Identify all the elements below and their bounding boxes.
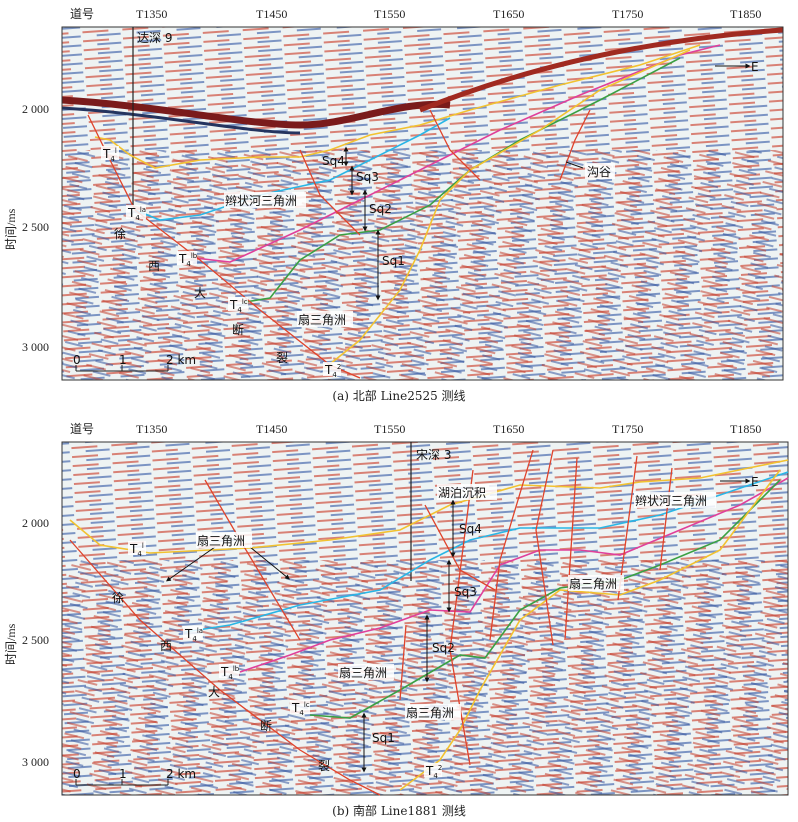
trace-tick: T1650 — [493, 7, 524, 21]
sequence-label: Sq2 — [369, 202, 392, 216]
sequence-label: Sq4 — [322, 154, 345, 168]
sequence-label: Sq3 — [356, 170, 379, 184]
y-tick: 2 000 — [22, 102, 49, 116]
y-axis-title: 时间/ms — [4, 623, 18, 665]
fault-name-char: 裂 — [276, 351, 288, 365]
y-tick: 3 000 — [22, 340, 49, 354]
svg-text:0: 0 — [73, 353, 81, 367]
trace-tick: T1350 — [136, 422, 167, 436]
facies-label: 沟谷 — [587, 165, 611, 179]
horizon-labels: T4l T4la T4lb T4lc T42 — [128, 541, 442, 780]
trace-tick: T1750 — [612, 422, 643, 436]
y-axis-title: 时间/ms — [4, 208, 18, 250]
well-label: 达深 9 — [137, 31, 172, 45]
sequence-label: Sq1 — [382, 254, 405, 268]
y-tick: 2 500 — [22, 633, 49, 647]
fault — [429, 109, 481, 181]
trace-tick: T1750 — [612, 7, 643, 21]
svg-text:0: 0 — [73, 767, 81, 781]
y-tick: 2 000 — [22, 516, 49, 530]
fault — [489, 449, 534, 641]
svg-text:T4la: T4la — [184, 627, 203, 643]
panel-a: 道号 T1350 T1450 T1550 T1650 T1750 T1850 2… — [4, 7, 784, 403]
fault-name-char: 裂 — [318, 759, 330, 773]
y-tick: 3 000 — [22, 755, 49, 769]
horizon-t4l — [94, 44, 701, 169]
trace-tick: T1850 — [730, 7, 761, 21]
horizon-t4la — [134, 117, 451, 221]
sequence-label: Sq1 — [372, 731, 395, 745]
facies-label: 扇三角洲 — [406, 705, 454, 720]
svg-text:T4lc: T4lc — [291, 701, 310, 717]
horizon-t4lc — [244, 57, 681, 303]
horizon-t4lc — [309, 479, 781, 719]
fault-name-char: 大 — [208, 685, 220, 699]
trace-axis-label: 道号 — [70, 422, 94, 436]
fault — [399, 624, 407, 701]
fault-name-char: 西 — [148, 259, 160, 273]
svg-text:T42: T42 — [425, 764, 442, 780]
fault-name-char: 大 — [194, 286, 206, 300]
trace-tick: T1550 — [374, 422, 405, 436]
svg-text:2 km: 2 km — [166, 767, 196, 781]
facies-label: E — [751, 60, 759, 74]
trace-tick: T1650 — [493, 422, 524, 436]
sequence-label: Sq3 — [454, 585, 477, 599]
fault-name-char: 西 — [160, 639, 172, 653]
panel-b: 道号 T1350 T1450 T1550 T1650 T1750 T1850 2… — [4, 422, 789, 818]
facies-label: 扇三角洲 — [569, 576, 617, 591]
trace-axis-label: 道号 — [70, 7, 94, 21]
fault-name-char: 断 — [260, 718, 272, 733]
fault-name-char: 断 — [232, 322, 244, 337]
svg-text:1: 1 — [119, 767, 127, 781]
fault-name-char: 徐 — [114, 226, 126, 241]
facies-label: 辫状河三角洲 — [635, 494, 707, 508]
svg-text:T4la: T4la — [127, 206, 146, 222]
trace-tick: T1450 — [256, 7, 287, 21]
horizon-t42 — [399, 469, 781, 791]
fault — [559, 109, 591, 181]
svg-text:T4lb: T4lb — [220, 665, 240, 681]
scale-bar: 0 1 2 km — [73, 767, 196, 786]
facies-label: 扇三角洲 — [197, 533, 245, 548]
trace-tick: T1350 — [136, 7, 167, 21]
horizon-t42 — [324, 49, 691, 369]
svg-text:2 km: 2 km — [166, 353, 196, 367]
trace-tick: T1850 — [730, 422, 761, 436]
fault-xuxi — [69, 539, 381, 796]
well-label: 宋深 3 — [416, 447, 451, 462]
sequence-label: Sq2 — [432, 641, 455, 655]
facies-label: 辫状河三角洲 — [225, 194, 297, 208]
caption-a: (a) 北部 Line2525 测线 — [332, 388, 465, 403]
fault — [564, 457, 578, 641]
fault — [299, 149, 361, 236]
facies-label: 扇三角洲 — [298, 312, 346, 327]
facies-label: E — [751, 475, 759, 489]
fault-name-char: 徐 — [112, 590, 124, 605]
svg-text:T4lc: T4lc — [229, 298, 248, 314]
trace-tick: T1450 — [256, 422, 287, 436]
svg-text:T4lb: T4lb — [178, 252, 198, 268]
horizon-t4la — [184, 471, 789, 633]
horizon-labels: T4l T4la T4lb T4lc T42 — [101, 146, 341, 379]
fault — [449, 469, 474, 766]
y-tick: 2 500 — [22, 220, 49, 234]
fault — [535, 449, 554, 646]
caption-b: (b) 南部 Line1881 测线 — [332, 803, 466, 818]
sequence-label: Sq4 — [459, 522, 482, 536]
horizon-t4lb — [194, 44, 721, 263]
fault — [659, 467, 673, 571]
facies-label: 湖泊沉积 — [438, 485, 486, 500]
trace-tick: T1550 — [374, 7, 405, 21]
svg-text:T42: T42 — [324, 363, 341, 379]
svg-text:T4l: T4l — [102, 147, 117, 163]
svg-text:1: 1 — [119, 353, 127, 367]
facies-label: 扇三角洲 — [339, 665, 387, 680]
svg-text:T4l: T4l — [129, 542, 144, 558]
scale-bar: 0 1 2 km — [73, 353, 196, 372]
